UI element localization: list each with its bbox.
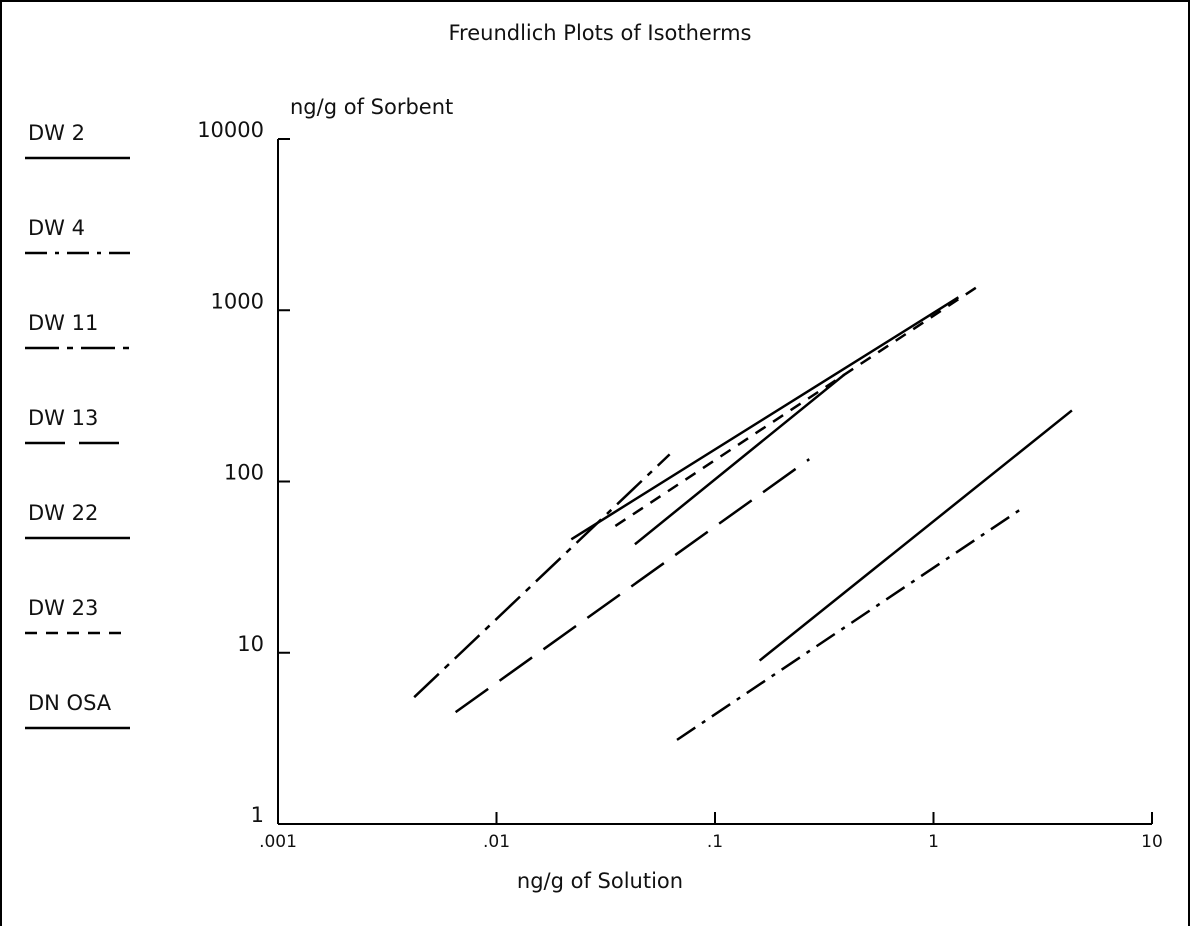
series-line	[413, 453, 671, 699]
series-line	[614, 285, 979, 528]
x-tick-label: 1	[928, 832, 939, 852]
x-tick-label: .001	[259, 832, 297, 852]
series-line	[758, 409, 1073, 662]
series-line	[570, 296, 960, 541]
legend-label: DW 13	[28, 406, 98, 430]
y-tick-label: 100	[224, 461, 264, 485]
series-line	[634, 373, 845, 546]
y-tick-label: 1	[251, 803, 264, 827]
y-tick-label: 10	[237, 632, 264, 656]
x-tick-label: .01	[483, 832, 510, 852]
series-line	[676, 505, 1025, 741]
legend-label: DW 4	[28, 216, 85, 240]
legend-label: DN OSA	[28, 691, 112, 715]
y-tick-label: 1000	[211, 289, 264, 313]
legend-label: DW 11	[28, 311, 98, 335]
chart-title: Freundlich Plots of Isotherms	[448, 21, 751, 45]
x-tick-label: .1	[707, 832, 723, 852]
legend-label: DW 22	[28, 501, 98, 525]
x-axis-label: ng/g of Solution	[517, 869, 683, 893]
y-tick-label: 10000	[197, 118, 264, 142]
legend-label: DW 23	[28, 596, 98, 620]
legend-label: DW 2	[28, 121, 85, 145]
x-tick-label: 10	[1141, 832, 1163, 852]
series-line	[454, 458, 810, 714]
y-axis-label: ng/g of Sorbent	[290, 95, 453, 119]
